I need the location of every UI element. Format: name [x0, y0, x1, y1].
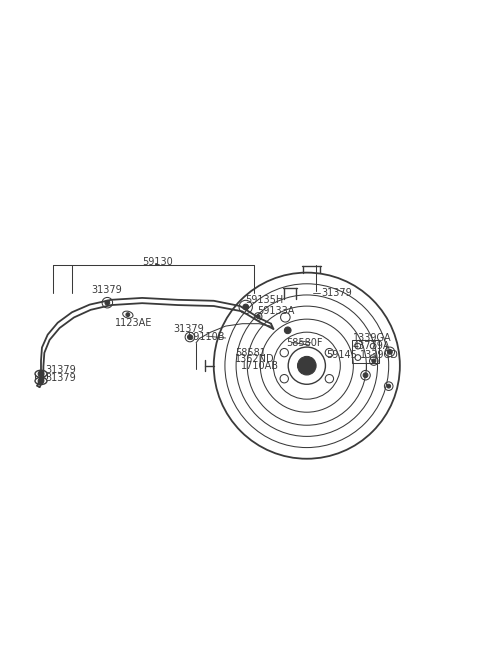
- Text: 31379: 31379: [46, 373, 76, 383]
- Circle shape: [256, 314, 260, 318]
- Text: 58581: 58581: [235, 348, 266, 358]
- Text: 31379: 31379: [173, 324, 204, 335]
- Text: 43779A: 43779A: [353, 341, 390, 350]
- Text: 1710AB: 1710AB: [241, 361, 279, 371]
- Circle shape: [243, 304, 249, 310]
- Circle shape: [126, 312, 130, 316]
- Text: 59110B: 59110B: [188, 332, 225, 342]
- Circle shape: [38, 371, 44, 377]
- Text: 59130: 59130: [142, 257, 173, 267]
- Circle shape: [372, 359, 376, 363]
- Circle shape: [284, 327, 291, 333]
- Text: 1339CD: 1339CD: [360, 350, 399, 360]
- Text: 59145: 59145: [326, 350, 357, 360]
- Text: 1362ND: 1362ND: [235, 354, 275, 364]
- Text: 31379: 31379: [321, 288, 352, 298]
- Circle shape: [188, 335, 192, 339]
- Text: 58580F: 58580F: [286, 338, 322, 348]
- Circle shape: [387, 350, 392, 354]
- Circle shape: [38, 378, 44, 384]
- Circle shape: [105, 300, 110, 305]
- Bar: [352, 341, 379, 364]
- Text: 59135H: 59135H: [245, 295, 283, 305]
- Circle shape: [298, 356, 316, 375]
- Circle shape: [363, 373, 368, 378]
- Text: 59133A: 59133A: [257, 306, 294, 316]
- Text: 31379: 31379: [46, 365, 76, 375]
- Text: 1339GA: 1339GA: [353, 333, 391, 343]
- Text: 1123AE: 1123AE: [115, 318, 152, 328]
- Text: 31379: 31379: [91, 286, 122, 295]
- Circle shape: [387, 384, 391, 388]
